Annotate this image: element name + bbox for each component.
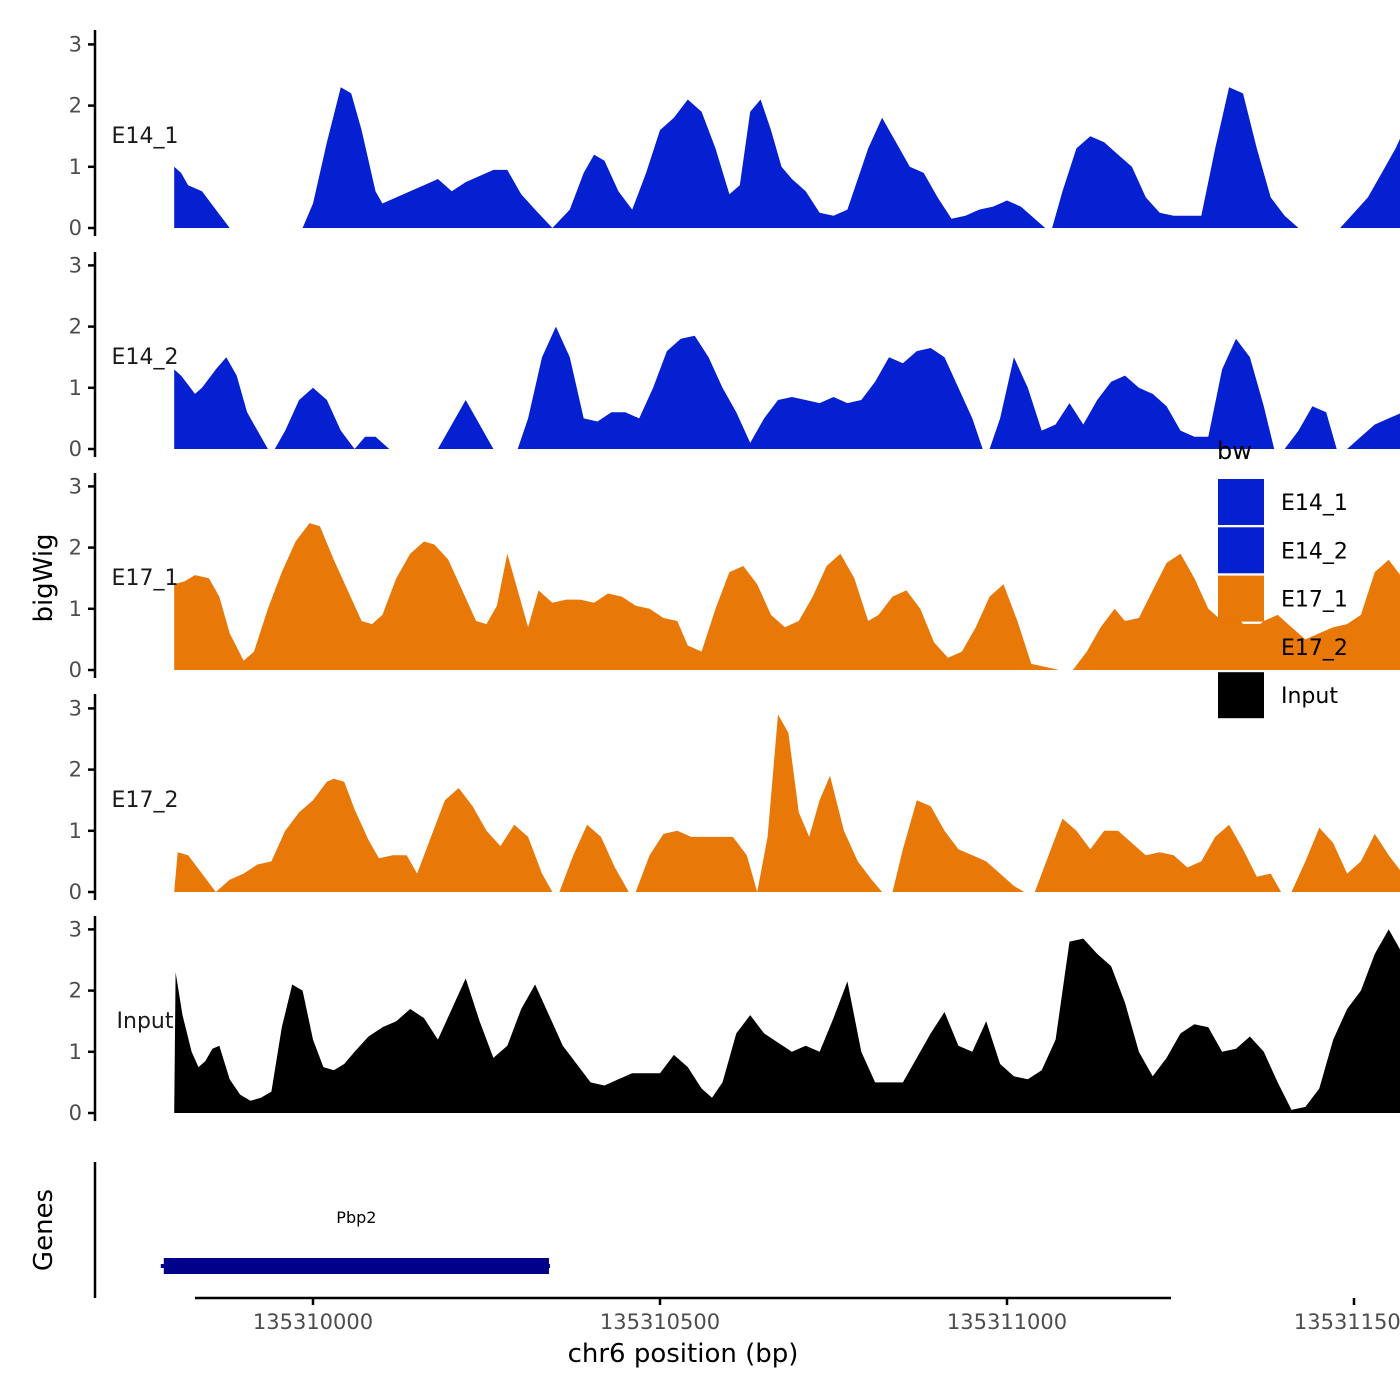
x-tick-label: 135310000 <box>253 1310 373 1334</box>
y-tick-label: 1 <box>69 155 82 179</box>
area-e17_2 <box>174 714 1400 892</box>
panel-e17_2: 0 1 2 3 E17_2 <box>69 694 1400 904</box>
panel-input: 0 1 2 3 Input <box>69 916 1400 1125</box>
legend-key-e14_2 <box>1218 527 1264 574</box>
area-input <box>174 929 1400 1113</box>
panel-e17_1: 0 1 2 3 E17_1 <box>69 473 1400 682</box>
x-tick-label: 135311500 <box>1294 1310 1400 1334</box>
y-tick-label: 3 <box>69 474 82 498</box>
y-tick-label: 3 <box>69 917 82 941</box>
legend-label-e17_1: E17_1 <box>1281 588 1348 613</box>
y-tick-label: 3 <box>69 253 82 277</box>
legend-entries: E14_1 E14_2 E17_1 E17_2 Input <box>1218 479 1348 719</box>
y-tick-label: 0 <box>69 437 82 461</box>
legend-label-e14_1: E14_1 <box>1281 491 1348 516</box>
x-axis: 1353100001353105001353110001353115001353… <box>195 1296 1400 1369</box>
gene-label-pbp2: Pbp2 <box>336 1208 376 1227</box>
y-tick-label: 2 <box>69 758 82 782</box>
x-axis-title: chr6 position (bp) <box>568 1339 799 1369</box>
genes-group: Pbp2 <box>160 1208 550 1274</box>
x-tick-label: 135310500 <box>600 1310 720 1334</box>
strip-label-e17_2: E17_2 <box>112 788 179 813</box>
panel-e14_1: 0 1 2 3 E14_1 <box>69 30 1400 240</box>
strip-label-input: Input <box>117 1009 174 1034</box>
area-e14_2 <box>174 326 1400 449</box>
area-e14_1 <box>174 87 1400 228</box>
x-ticks: 1353100001353105001353110001353115001353… <box>253 1298 1400 1334</box>
y-tick-label: 2 <box>69 979 82 1003</box>
y-axis-title: bigWig <box>29 533 59 622</box>
area-e17_1 <box>174 523 1400 670</box>
genes-track-title: Genes <box>29 1189 59 1271</box>
strip-label-e14_2: E14_2 <box>112 345 179 370</box>
genes-track: Genes Pbp2 <box>29 1162 550 1298</box>
legend-key-e17_2 <box>1218 623 1264 670</box>
y-tick-label: 0 <box>69 658 82 682</box>
legend: bw E14_1 E14_2 E17_1 E17_2 Input <box>1217 437 1348 719</box>
legend-key-input <box>1218 672 1264 719</box>
legend-title: bw <box>1217 437 1252 465</box>
y-tick-label: 1 <box>69 1040 82 1064</box>
y-tick-label: 1 <box>69 597 82 621</box>
bigwig-panels: 0 1 2 3 E14_1 0 1 2 3 E14_2 0 1 2 3 E17_1 0 1 2 3 E17_2 0 1 2 3… <box>69 30 1400 1125</box>
y-tick-label: 3 <box>69 696 82 720</box>
panel-e14_2: 0 1 2 3 E14_2 <box>69 252 1400 461</box>
strip-label-e17_1: E17_1 <box>112 566 179 591</box>
y-tick-label: 3 <box>69 32 82 56</box>
x-tick-label: 135311000 <box>947 1310 1067 1334</box>
y-tick-label: 1 <box>69 376 82 400</box>
y-tick-label: 2 <box>69 94 82 118</box>
y-tick-label: 1 <box>69 819 82 843</box>
y-tick-label: 0 <box>69 880 82 904</box>
legend-key-e14_1 <box>1218 479 1264 525</box>
legend-label-e17_2: E17_2 <box>1281 636 1348 661</box>
y-tick-label: 0 <box>69 216 82 240</box>
y-tick-label: 2 <box>69 315 82 339</box>
legend-label-input: Input <box>1281 684 1338 709</box>
y-tick-label: 2 <box>69 536 82 560</box>
strip-label-e14_1: E14_1 <box>112 124 179 149</box>
legend-key-e17_1 <box>1218 575 1264 622</box>
y-tick-label: 0 <box>69 1101 82 1125</box>
legend-label-e14_2: E14_2 <box>1281 539 1348 564</box>
